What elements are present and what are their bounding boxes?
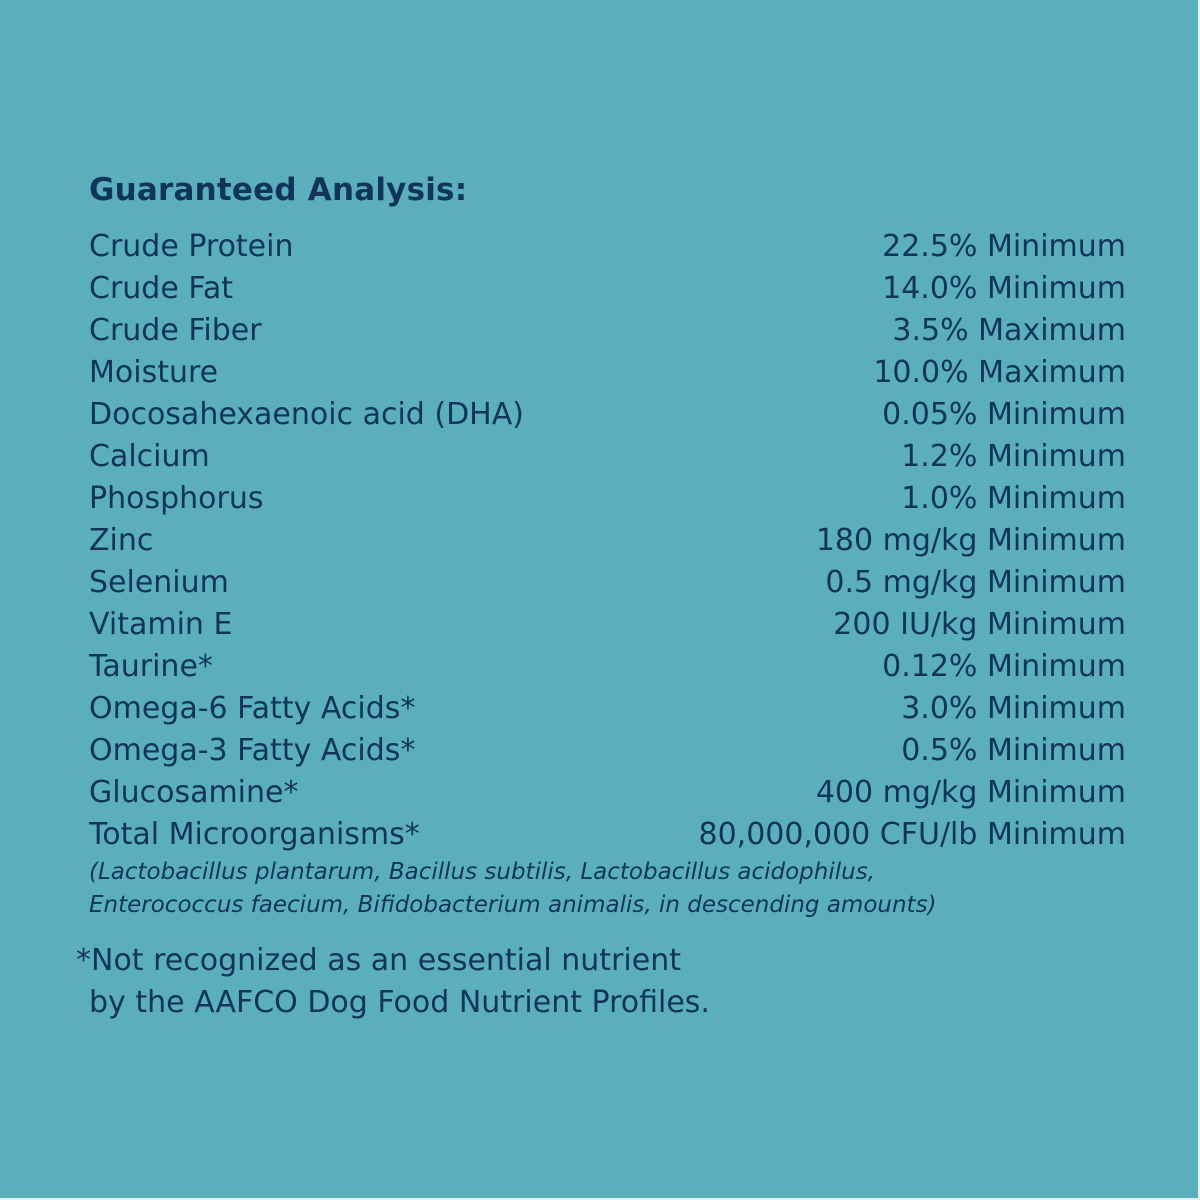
- nutrient-value: 1.2% Minimum: [901, 439, 1126, 474]
- nutrient-value: 3.5% Maximum: [892, 313, 1126, 348]
- nutrient-name: Docosahexaenoic acid (DHA): [89, 397, 524, 432]
- analysis-row: Calcium 1.2% Minimum: [89, 436, 1126, 478]
- footnote-line-2: by the AAFCO Dog Food Nutrient Profiles.: [89, 985, 710, 1020]
- analysis-row: Docosahexaenoic acid (DHA) 0.05% Minimum: [89, 394, 1126, 436]
- analysis-row: Crude Fat 14.0% Minimum: [89, 268, 1126, 310]
- nutrient-value: 3.0% Minimum: [901, 691, 1126, 726]
- analysis-row: Crude Protein 22.5% Minimum: [89, 226, 1126, 268]
- analysis-row: Vitamin E 200 IU/kg Minimum: [89, 604, 1126, 646]
- nutrient-name: Vitamin E: [89, 607, 233, 642]
- analysis-row: Glucosamine* 400 mg/kg Minimum: [89, 772, 1126, 814]
- nutrient-value: 400 mg/kg Minimum: [815, 775, 1126, 810]
- strains-line-1: (Lactobacillus plantarum, Bacillus subti…: [89, 859, 875, 885]
- analysis-table: Crude Protein 22.5% Minimum Crude Fat 14.0…: [89, 226, 1126, 856]
- analysis-row: Omega-6 Fatty Acids* 3.0% Minimum: [89, 688, 1126, 730]
- analysis-row: Omega-3 Fatty Acids* 0.5% Minimum: [89, 730, 1126, 772]
- aafco-footnote: *Not recognized as an essential nutrient…: [76, 940, 710, 1024]
- nutrient-name: Crude Fiber: [89, 313, 262, 348]
- nutrient-name: Omega-6 Fatty Acids*: [89, 691, 416, 726]
- nutrient-value: 14.0% Minimum: [882, 271, 1126, 306]
- nutrient-value: 200 IU/kg Minimum: [833, 607, 1126, 642]
- nutrient-value: 0.05% Minimum: [882, 397, 1126, 432]
- nutrient-name: Zinc: [89, 523, 154, 558]
- strains-line-2: Enterococcus faecium, Bifidobacterium an…: [89, 892, 937, 918]
- footnote-line-1: *Not recognized as an essential nutrient: [76, 943, 681, 978]
- nutrient-value: 1.0% Minimum: [901, 481, 1126, 516]
- nutrient-value: 22.5% Minimum: [882, 229, 1126, 264]
- analysis-row: Crude Fiber 3.5% Maximum: [89, 310, 1126, 352]
- analysis-title: Guaranteed Analysis:: [89, 172, 468, 208]
- nutrient-name: Moisture: [89, 355, 219, 390]
- nutrient-name: Omega-3 Fatty Acids*: [89, 733, 416, 768]
- nutrient-name: Crude Protein: [89, 229, 294, 264]
- nutrient-value: 0.12% Minimum: [882, 649, 1126, 684]
- nutrient-name: Crude Fat: [89, 271, 233, 306]
- nutrient-name: Taurine*: [89, 649, 213, 684]
- analysis-row: Taurine* 0.12% Minimum: [89, 646, 1126, 688]
- nutrient-name: Phosphorus: [89, 481, 264, 516]
- nutrient-value: 10.0% Maximum: [873, 355, 1126, 390]
- analysis-row: Selenium 0.5 mg/kg Minimum: [89, 562, 1126, 604]
- nutrient-value: 80,000,000 CFU/lb Minimum: [698, 817, 1126, 852]
- analysis-row: Zinc 180 mg/kg Minimum: [89, 520, 1126, 562]
- nutrient-value: 0.5% Minimum: [901, 733, 1126, 768]
- nutrient-name: Selenium: [89, 565, 229, 600]
- nutrient-name: Glucosamine*: [89, 775, 299, 810]
- nutrient-value: 0.5 mg/kg Minimum: [825, 565, 1126, 600]
- analysis-row: Moisture 10.0% Maximum: [89, 352, 1126, 394]
- analysis-row: Total Microorganisms* 80,000,000 CFU/lb M…: [89, 814, 1126, 856]
- microorganism-strains-note: (Lactobacillus plantarum, Bacillus subti…: [89, 856, 1126, 922]
- analysis-row: Phosphorus 1.0% Minimum: [89, 478, 1126, 520]
- nutrient-name: Calcium: [89, 439, 210, 474]
- nutrient-name: Total Microorganisms*: [89, 817, 420, 852]
- nutrient-value: 180 mg/kg Minimum: [815, 523, 1126, 558]
